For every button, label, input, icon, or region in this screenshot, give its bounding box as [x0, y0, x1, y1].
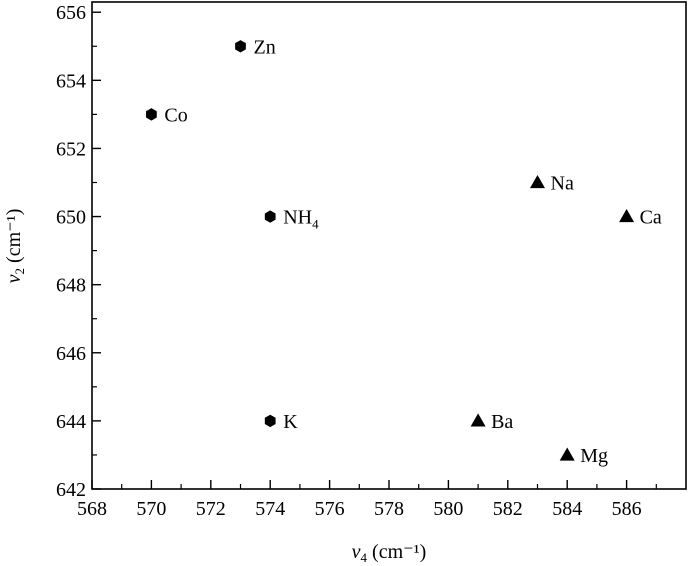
hexagon-marker: [264, 414, 276, 428]
triangle-marker: [470, 413, 486, 427]
y-tick-label: 650: [56, 207, 86, 229]
y-axis-ticks: 642 644 646 648 650 652 654 656: [56, 2, 101, 501]
plot-frame: [91, 1, 687, 490]
x-tick-label: 570: [136, 498, 166, 520]
point-label: K: [283, 411, 298, 433]
hexagon-marker: [146, 108, 157, 121]
x-tick-label: 580: [433, 498, 463, 520]
x-tick-label: 568: [77, 498, 107, 520]
x-tick-label: 582: [493, 498, 523, 520]
point-label: Co: [164, 104, 187, 126]
x-tick-label: 574: [255, 498, 285, 520]
y-axis-label: ν2 (cm⁻¹): [3, 209, 27, 284]
point-label: Mg: [580, 445, 608, 467]
triangle-marker: [530, 174, 545, 189]
y-tick-label: 644: [56, 411, 86, 433]
y-tick-label: 648: [56, 275, 86, 297]
point-label: Na: [551, 172, 574, 194]
point-label: Ca: [640, 207, 662, 229]
triangle-marker: [559, 447, 575, 461]
y-tick-label: 652: [56, 138, 86, 160]
point-label: Ba: [491, 411, 513, 433]
hexagon-marker: [235, 40, 246, 53]
x-axis-label: ν4 (cm⁻¹): [352, 541, 427, 565]
x-tick-label: 576: [315, 498, 345, 520]
y-tick-label: 654: [56, 70, 86, 92]
y-tick-label: 642: [56, 479, 86, 501]
point-label: Zn: [254, 36, 276, 58]
x-tick-label: 578: [374, 498, 404, 520]
point-label: NH4: [283, 207, 319, 232]
data-points: Zn Co NH4 K Na Ca Ba Mg: [146, 36, 662, 467]
hexagon-marker: [264, 210, 276, 223]
x-axis-ticks: 568 570 572 574 576 578 580 582 584 586: [77, 480, 657, 520]
triangle-marker: [619, 209, 635, 223]
x-tick-label: 572: [196, 498, 226, 520]
x-tick-label: 586: [612, 498, 642, 520]
y-tick-label: 656: [56, 2, 86, 24]
y-tick-label: 646: [56, 343, 86, 365]
x-tick-label: 584: [552, 498, 582, 520]
